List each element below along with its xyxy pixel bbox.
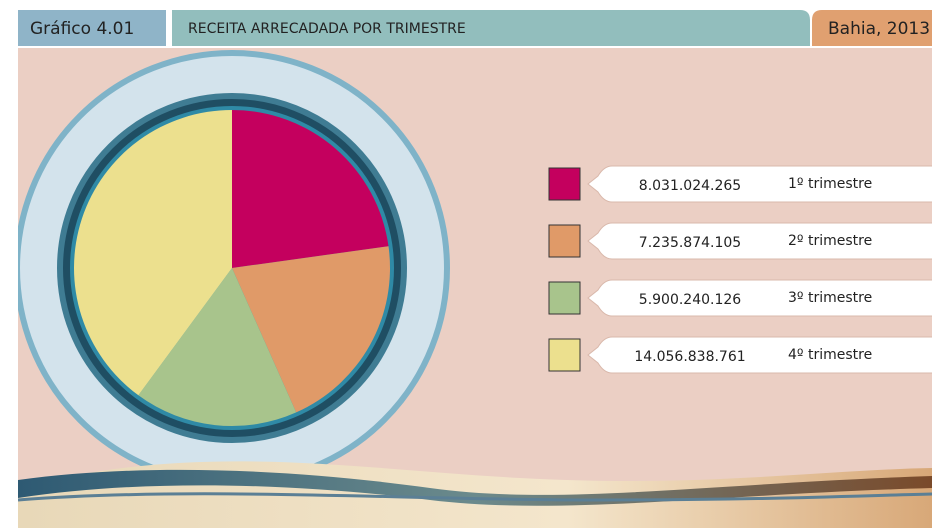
chart-subtitle: Bahia, 2013 xyxy=(828,19,930,39)
pie xyxy=(74,110,390,426)
value-label: 14.056.838.761 xyxy=(634,349,745,365)
value-label: 7.235.874.105 xyxy=(639,235,741,251)
chart: Gráfico 4.01 RECEITA ARRECADADA POR TRIM… xyxy=(0,0,932,528)
legend-swatch xyxy=(549,168,580,200)
legend-swatch xyxy=(549,225,580,257)
page: Gráfico 4.01 RECEITA ARRECADADA POR TRIM… xyxy=(0,0,932,528)
chart-title: RECEITA ARRECADADA POR TRIMESTRE xyxy=(188,21,466,37)
legend-swatch xyxy=(549,339,580,371)
legend-label: 3º trimestre xyxy=(788,290,872,306)
legend-label: 2º trimestre xyxy=(788,233,872,249)
value-label: 8.031.024.265 xyxy=(639,178,741,194)
legend-label: 1º trimestre xyxy=(788,176,872,192)
header-label: Gráfico 4.01 xyxy=(30,19,134,39)
legend-label: 4º trimestre xyxy=(788,347,872,363)
legend-swatch xyxy=(549,282,580,314)
value-label: 5.900.240.126 xyxy=(639,292,742,308)
